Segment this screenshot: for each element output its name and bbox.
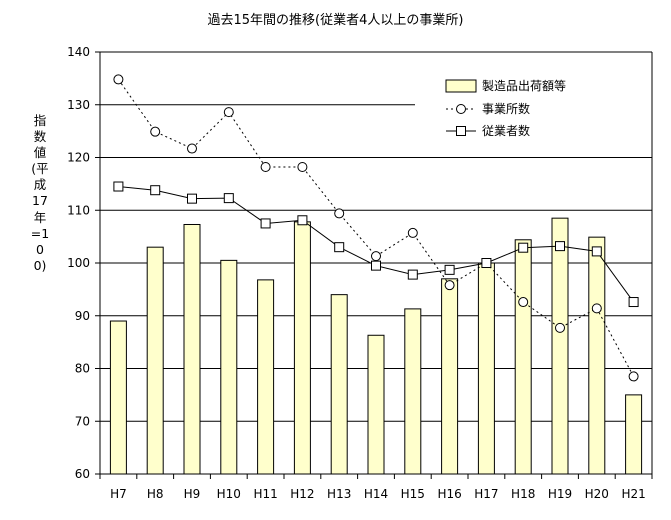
- bar: [293, 221, 311, 475]
- data-point: [628, 371, 639, 382]
- y-tick-label: 60: [75, 467, 90, 481]
- y-tick-label: 130: [67, 98, 90, 112]
- data-point: [223, 107, 234, 118]
- x-tick-label: H17: [474, 487, 498, 501]
- bar: [551, 217, 569, 475]
- data-point: [371, 251, 381, 262]
- bar: [220, 259, 238, 475]
- bar: [588, 236, 606, 475]
- bar: [625, 394, 643, 475]
- y-tick-label: 70: [75, 414, 90, 428]
- series-line: [117, 79, 635, 377]
- bar: [183, 223, 201, 475]
- x-tick-label: H14: [364, 487, 388, 501]
- y-tick-label: 140: [67, 45, 90, 59]
- data-point: [407, 269, 418, 280]
- line-series: [113, 74, 639, 382]
- data-point: [407, 227, 418, 238]
- bar: [477, 262, 495, 475]
- data-point: [150, 185, 161, 196]
- data-point: [187, 143, 197, 154]
- bar: [109, 320, 127, 475]
- data-point: [223, 193, 234, 204]
- y-tick-label: 80: [75, 362, 90, 376]
- legend-swatch: [445, 79, 477, 93]
- x-tick-label: H12: [290, 487, 314, 501]
- data-point: [518, 297, 529, 308]
- data-point: [591, 303, 602, 314]
- x-tick-label: H11: [253, 487, 277, 501]
- bar: [146, 246, 164, 475]
- y-tick-label: 110: [67, 203, 90, 217]
- legend-marker: [456, 104, 466, 114]
- x-tick-label: H20: [585, 487, 609, 501]
- bar-series: [109, 217, 643, 475]
- data-point: [297, 161, 308, 172]
- data-point: [444, 264, 455, 275]
- y-tick-label: 100: [67, 256, 90, 270]
- x-tick-label: H19: [548, 487, 572, 501]
- bar: [330, 294, 348, 475]
- bar: [367, 334, 385, 475]
- chart-title: 過去15年間の推移(従業者4人以上の事業所): [207, 13, 464, 28]
- bar: [257, 279, 275, 475]
- data-point: [628, 297, 639, 308]
- data-point: [555, 241, 565, 252]
- data-point: [481, 258, 492, 268]
- legend-label: 従業者数: [482, 123, 530, 138]
- x-tick-label: H15: [401, 487, 425, 501]
- x-tick-label: H13: [327, 487, 351, 501]
- x-tick-label: H10: [217, 487, 241, 501]
- y-axis-label: 指数値(平成17年=100): [30, 113, 50, 273]
- legend-marker: [456, 126, 466, 136]
- axes: 60 70 80 90 100 110 120 130 140 H7 H8 H9 H10 H11 H12 H1…: [67, 45, 653, 501]
- data-point: [334, 208, 345, 219]
- legend-label: 製造品出荷額等: [482, 79, 566, 93]
- x-tick-label: H9: [184, 487, 201, 501]
- x-tick-label: H21: [621, 487, 645, 501]
- data-point: [150, 126, 161, 137]
- x-tick-label: H8: [147, 487, 164, 501]
- data-point: [444, 280, 455, 291]
- data-point: [334, 242, 345, 253]
- data-point: [113, 181, 124, 192]
- legend-label: 事業所数: [482, 101, 530, 116]
- bar: [514, 239, 532, 475]
- data-point: [297, 215, 308, 226]
- data-point: [113, 74, 124, 85]
- x-tick-label: H7: [110, 487, 127, 501]
- y-tick-label: 120: [67, 151, 90, 165]
- bar: [441, 278, 459, 475]
- data-point: [187, 193, 197, 204]
- data-point: [555, 322, 565, 333]
- x-tick-label: H18: [511, 487, 535, 501]
- bar: [404, 308, 422, 475]
- y-tick-label: 90: [75, 309, 90, 323]
- x-tick-label: H16: [437, 487, 461, 501]
- data-point: [260, 218, 271, 229]
- data-point: [371, 260, 381, 271]
- data-point: [518, 242, 529, 253]
- data-point: [591, 246, 602, 257]
- data-point: [260, 161, 271, 172]
